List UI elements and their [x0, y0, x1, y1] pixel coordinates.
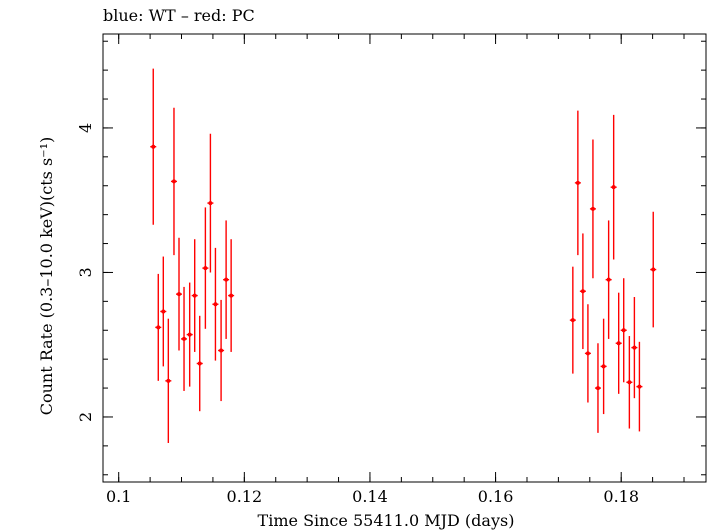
data-point	[213, 302, 218, 307]
x-tick-label: 0.14	[352, 487, 388, 506]
data-point	[229, 293, 234, 298]
data-point	[575, 180, 580, 185]
data-point	[627, 380, 632, 385]
data-point	[580, 289, 585, 294]
data-point	[632, 345, 637, 350]
data-point	[187, 332, 192, 337]
data-point	[166, 378, 171, 383]
data-point	[651, 267, 656, 272]
x-axis-label: Time Since 55411.0 MJD (days)	[258, 511, 515, 530]
data-point	[621, 328, 626, 333]
y-axis-ticks: 2 3 4	[76, 40, 706, 476]
y-tick-label: 4	[76, 123, 95, 133]
data-points	[150, 68, 657, 443]
data-point	[585, 351, 590, 356]
x-tick-label: 0.12	[227, 487, 263, 506]
data-point	[171, 179, 176, 184]
data-point	[208, 201, 213, 206]
data-point	[601, 364, 606, 369]
x-axis-ticks: 0.1 0.12 0.14 0.16 0.18	[106, 34, 685, 506]
x-tick-label: 0.1	[106, 487, 131, 506]
x-tick-label: 0.18	[603, 487, 639, 506]
data-point	[595, 386, 600, 391]
y-tick-label: 2	[76, 412, 95, 422]
data-point	[219, 348, 224, 353]
data-point	[606, 277, 611, 282]
data-point	[616, 341, 621, 346]
data-point	[224, 277, 229, 282]
data-point	[161, 309, 166, 314]
data-point	[192, 293, 197, 298]
data-point	[156, 325, 161, 330]
data-point	[590, 206, 595, 211]
data-point	[151, 144, 156, 149]
data-point	[203, 266, 208, 271]
data-point	[177, 292, 182, 297]
data-point	[637, 384, 642, 389]
y-tick-label: 3	[76, 267, 95, 277]
x-tick-label: 0.16	[478, 487, 514, 506]
data-point	[570, 318, 575, 323]
plot-frame	[102, 33, 707, 483]
data-point	[182, 336, 187, 341]
y-axis-label: Count Rate (0.3–10.0 keV)(cts s⁻¹)	[37, 137, 56, 416]
data-point	[611, 185, 616, 190]
chart-title: blue: WT – red: PC	[103, 6, 255, 25]
data-point	[197, 361, 202, 366]
